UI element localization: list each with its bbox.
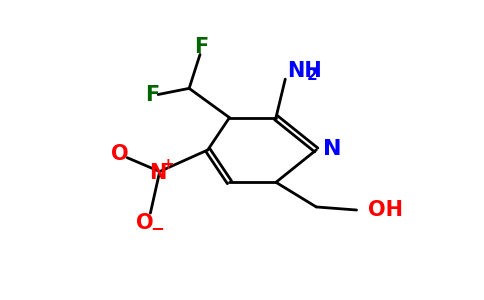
Text: F: F: [194, 37, 208, 57]
Text: N: N: [323, 139, 342, 159]
Text: +: +: [162, 157, 175, 172]
Text: −: −: [151, 219, 164, 237]
Text: O: O: [136, 213, 154, 233]
Text: F: F: [145, 85, 159, 105]
Text: N: N: [150, 163, 167, 183]
Text: NH: NH: [287, 61, 321, 81]
Text: O: O: [110, 144, 128, 164]
Text: OH: OH: [368, 200, 403, 220]
Text: 2: 2: [307, 68, 318, 83]
